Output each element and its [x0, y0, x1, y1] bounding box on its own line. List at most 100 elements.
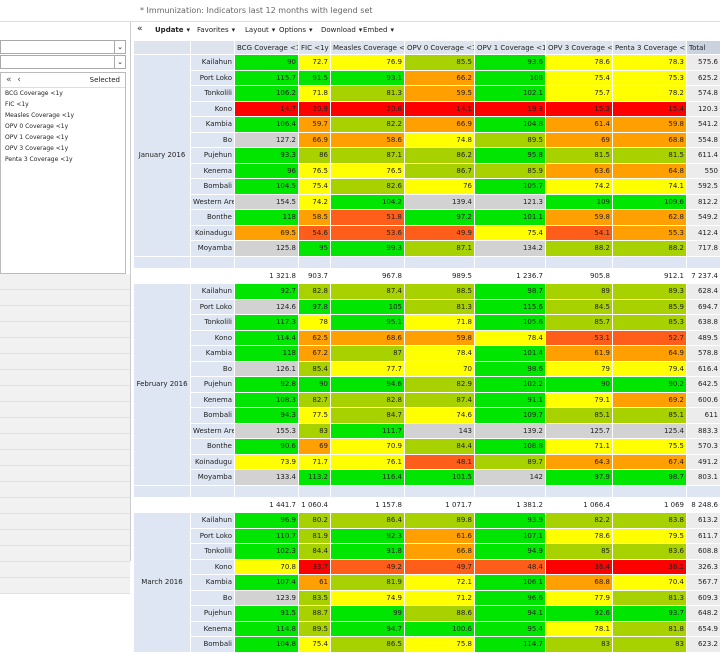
- band-cell: [405, 256, 475, 268]
- value-cell: 15.3: [546, 101, 613, 117]
- district-cell: Bo: [191, 361, 235, 377]
- district-cell: Kenema: [191, 621, 235, 637]
- value-cell: 78.4: [475, 330, 546, 346]
- value-cell: 75.4: [546, 70, 613, 86]
- district-cell: Port Loko: [191, 528, 235, 544]
- total-cell: 326.3: [687, 559, 720, 575]
- panel-row: [0, 322, 130, 338]
- total-cell: 592.5: [687, 179, 720, 195]
- value-cell: 87.4: [331, 284, 405, 300]
- district-cell: Tonkolili: [191, 315, 235, 331]
- value-cell: 98.7: [475, 284, 546, 300]
- value-cell: 53.1: [546, 330, 613, 346]
- toolbar-button[interactable]: Options▾: [279, 26, 313, 34]
- district-cell: Tonkolili: [191, 86, 235, 102]
- district-cell: Port Loko: [191, 70, 235, 86]
- value-cell: 90: [299, 377, 331, 393]
- caret: ▾: [187, 26, 191, 34]
- total-cell: 616.4: [687, 361, 720, 377]
- value-cell: 81.8: [613, 621, 687, 637]
- value-cell: 81.5: [613, 148, 687, 164]
- value-cell: 82.6: [331, 179, 405, 195]
- value-cell: 85.1: [613, 408, 687, 424]
- panel-row: [0, 274, 130, 290]
- selected-item[interactable]: Penta 3 Coverage <1y: [1, 154, 125, 165]
- band-cell: [546, 256, 613, 268]
- value-cell: 61.6: [405, 528, 475, 544]
- panel-rows: [0, 274, 130, 594]
- toolbar-button[interactable]: Layout▾: [245, 26, 275, 34]
- toolbar-button[interactable]: Embed▾: [363, 26, 394, 34]
- value-cell: 78.2: [613, 86, 687, 102]
- panel-row: [0, 434, 130, 450]
- value-cell: 108.3: [235, 392, 299, 408]
- district-cell: Koinadugu: [191, 225, 235, 241]
- move-buttons[interactable]: « ‹: [6, 75, 21, 85]
- value-cell: 93.9: [475, 513, 546, 529]
- total-cell: 803.1: [687, 470, 720, 486]
- value-cell: 84.4: [405, 439, 475, 455]
- value-cell: 90: [235, 55, 299, 71]
- subtotal-cell: 967.8: [331, 268, 405, 284]
- value-cell: 88.2: [546, 241, 613, 257]
- value-cell: 70.8: [235, 559, 299, 575]
- value-cell: 124.6: [235, 299, 299, 315]
- value-cell: 117.3: [235, 315, 299, 331]
- value-cell: 89.5: [299, 621, 331, 637]
- value-cell: 49.7: [405, 559, 475, 575]
- data-row: Western Area155.383111.7143139.2125.7125…: [134, 423, 720, 439]
- value-cell: 139.2: [475, 423, 546, 439]
- total-cell: 570.3: [687, 439, 720, 455]
- value-cell: 91.5: [299, 70, 331, 86]
- value-cell: 95.4: [475, 621, 546, 637]
- value-cell: 48.4: [475, 559, 546, 575]
- total-cell: 648.2: [687, 606, 720, 622]
- value-cell: 51.8: [331, 210, 405, 226]
- dropdown[interactable]: ⌄: [0, 55, 126, 69]
- value-cell: 85.9: [613, 299, 687, 315]
- toolbar-button[interactable]: Update▾: [155, 26, 190, 34]
- value-cell: 64.3: [546, 454, 613, 470]
- value-cell: 95: [299, 241, 331, 257]
- selected-item[interactable]: OPV 0 Coverage <1y: [1, 121, 125, 132]
- selected-item[interactable]: OPV 1 Coverage <1y: [1, 132, 125, 143]
- selected-item[interactable]: OPV 3 Coverage <1y: [1, 143, 125, 154]
- collapse-button[interactable]: «: [137, 24, 143, 34]
- value-cell: 96: [235, 163, 299, 179]
- value-cell: 71.1: [546, 439, 613, 455]
- selected-item[interactable]: FIC <1y: [1, 99, 125, 110]
- value-cell: 79.4: [613, 361, 687, 377]
- total-cell: 613.2: [687, 513, 720, 529]
- panel-row: [0, 402, 130, 418]
- value-cell: 84.7: [331, 408, 405, 424]
- value-cell: 86.2: [405, 148, 475, 164]
- subtotal-cell: 1 381.2: [475, 497, 546, 513]
- district-cell: Kambia: [191, 117, 235, 133]
- value-cell: 78.6: [546, 55, 613, 71]
- value-cell: 104.5: [235, 179, 299, 195]
- value-cell: 87: [331, 346, 405, 362]
- toolbar-button[interactable]: Download▾: [321, 26, 362, 34]
- value-cell: 75.4: [475, 225, 546, 241]
- value-cell: 101.1: [475, 210, 546, 226]
- value-cell: 98.6: [475, 361, 546, 377]
- district-cell: Bonthe: [191, 210, 235, 226]
- corner-cell: [134, 41, 191, 55]
- value-cell: 74.1: [613, 179, 687, 195]
- value-cell: 94.3: [235, 408, 299, 424]
- value-cell: 68.6: [331, 330, 405, 346]
- toolbar-button[interactable]: Favorites▾: [197, 26, 235, 34]
- subtotal-cell: 1 069: [613, 497, 687, 513]
- district-cell: Kenema: [191, 392, 235, 408]
- dropdown[interactable]: ⌄: [0, 40, 126, 54]
- value-cell: 85.4: [299, 361, 331, 377]
- band-cell: [613, 485, 687, 497]
- district-cell: Kailahun: [191, 513, 235, 529]
- value-cell: 85.9: [475, 163, 546, 179]
- selected-item[interactable]: BCG Coverage <1y: [1, 88, 125, 99]
- selected-item[interactable]: Measles Coverage <1y: [1, 110, 125, 121]
